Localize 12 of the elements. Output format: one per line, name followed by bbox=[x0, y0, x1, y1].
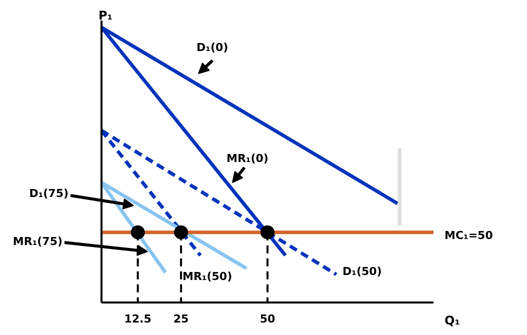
y-axis-title: P₁ bbox=[98, 8, 113, 22]
annotation: MR₁(0) bbox=[226, 152, 268, 165]
text: MR₁(75) bbox=[12, 235, 63, 248]
annotation: D₁(50) bbox=[342, 265, 382, 278]
x-tick-label: 50 bbox=[260, 312, 276, 326]
text: D₁(75) bbox=[29, 187, 68, 200]
text: MC₁=50 bbox=[444, 229, 494, 242]
annotation: D₁(0) bbox=[196, 41, 228, 54]
x-axis-title: Q₁ bbox=[444, 314, 460, 328]
x-tick-label: 12.5 bbox=[124, 312, 152, 326]
x-tick-label: 25 bbox=[173, 312, 189, 326]
annotation: MR₁(50) bbox=[182, 270, 232, 283]
